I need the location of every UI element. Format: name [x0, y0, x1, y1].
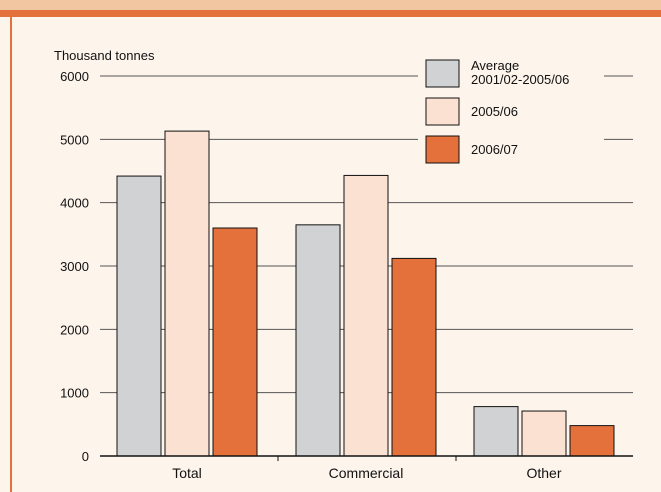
bar-other-series-3 — [569, 425, 615, 457]
x-axis — [100, 455, 633, 461]
y-tick-label-1000: 1000 — [60, 386, 89, 401]
y-tick-label-6000: 6000 — [60, 69, 89, 84]
bar-total-series-2 — [164, 130, 210, 457]
category-label-total: Total — [172, 465, 202, 481]
legend-swatch-1 — [425, 59, 460, 88]
bar-total-series-1 — [116, 175, 162, 457]
legend-label-3-line-1: 2006/07 — [471, 142, 518, 157]
bar-total-series-3 — [212, 227, 258, 457]
bar-commercial-series-3 — [391, 257, 437, 457]
y-tick-label-3000: 3000 — [60, 259, 89, 274]
bars — [116, 130, 615, 457]
legend-label-1-line-1: Average — [471, 58, 519, 73]
category-label-commercial: Commercial — [329, 465, 404, 481]
y-tick-label-4000: 4000 — [60, 196, 89, 211]
legend-label-1-line-2: 2001/02-2005/06 — [471, 72, 569, 87]
top-band-decoration — [0, 0, 661, 10]
y-axis-ticks: 0 1000 2000 3000 4000 5000 6000 — [60, 69, 89, 464]
left-rule-decoration — [10, 17, 12, 492]
legend-swatch-3 — [425, 135, 460, 164]
y-tick-label-2000: 2000 — [60, 322, 89, 337]
bar-other-series-2 — [521, 410, 567, 457]
legend-swatch-2 — [425, 97, 460, 126]
top-rule-decoration — [0, 10, 661, 17]
bar-commercial-series-1 — [295, 224, 341, 457]
y-axis-unit-label: Thousand tonnes — [54, 48, 155, 63]
bar-other-series-1 — [473, 406, 519, 457]
y-tick-label-5000: 5000 — [60, 132, 89, 147]
category-labels: Total Commercial Other — [172, 465, 562, 481]
bar-commercial-series-2 — [343, 174, 389, 457]
y-tick-label-0: 0 — [82, 449, 89, 464]
legend-label-2-line-1: 2005/06 — [471, 104, 518, 119]
category-label-other: Other — [526, 465, 561, 481]
